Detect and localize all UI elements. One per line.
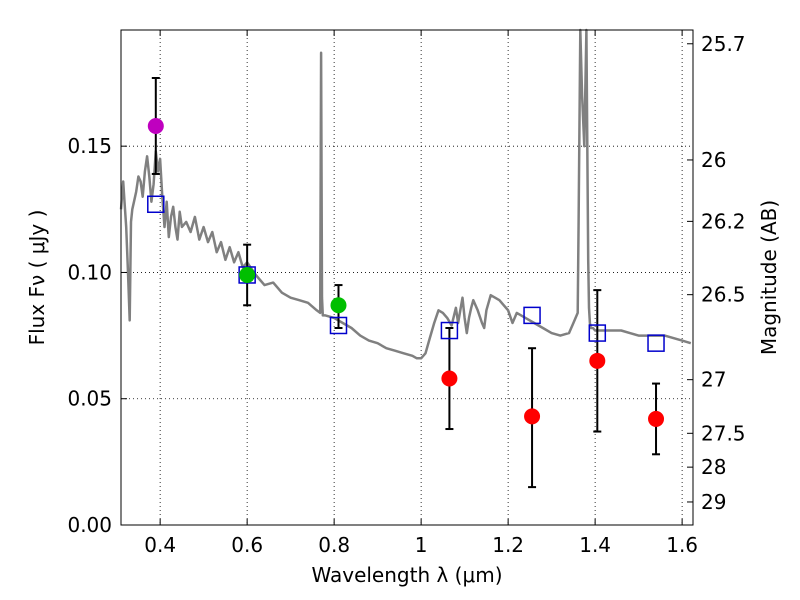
observed-photometry-point: [524, 408, 541, 425]
model-photometry-square: [588, 324, 607, 342]
mag-tick-label: 28: [701, 455, 726, 479]
x-tick-label: 1.6: [666, 533, 698, 557]
x-tick-label: 1.4: [579, 533, 611, 557]
x-axis-label: Wavelength λ (μm): [311, 563, 502, 587]
x-tick-label: 1.2: [492, 533, 524, 557]
observed-photometry-point: [589, 352, 606, 369]
x-tick-label: 0.8: [318, 533, 350, 557]
x-tick-label: 1: [415, 533, 428, 557]
series-lines: [119, 28, 692, 360]
model-photometry-square: [523, 306, 541, 325]
mag-tick-label: 26.5: [701, 283, 746, 307]
mag-tick-label: 27: [701, 368, 726, 392]
y-tick-label: 0.05: [67, 387, 112, 411]
model-sed-line: [119, 28, 692, 360]
plot-frame: [120, 29, 694, 526]
grid-lines: [121, 30, 693, 526]
data-markers: [147, 117, 665, 427]
model-photometry-square: [647, 334, 665, 352]
model-photometry-square: [147, 195, 165, 214]
x-tick-label: 0.4: [144, 533, 176, 557]
observed-photometry-point: [239, 266, 256, 283]
observed-photometry-point: [441, 370, 458, 387]
y-tick-label: 0.15: [67, 134, 112, 158]
axis-ticks: 0.4 0.6 0.8 1 1.2 1.4 1.6 0.00 0.05 0.10 0.15 25.7 2…: [67, 30, 746, 557]
mag-tick-label: 26: [701, 148, 726, 172]
y2-axis-label: Magnitude (AB): [757, 200, 781, 355]
observed-photometry-point: [648, 410, 665, 427]
x-tick-label: 0.6: [231, 533, 263, 557]
model-photometry-square: [440, 321, 459, 340]
mag-tick-label: 27.5: [701, 421, 746, 445]
observed-photometry-point: [147, 117, 164, 134]
y-tick-label: 0.00: [67, 513, 112, 537]
y-tick-label: 0.10: [67, 260, 112, 284]
observed-photometry-point: [330, 297, 347, 314]
y-axis-label: Flux Fν ( μJy ): [25, 210, 49, 346]
mag-tick-label: 29: [701, 490, 726, 514]
mag-tick-label: 26.2: [701, 209, 746, 233]
mag-tick-label: 25.7: [701, 32, 746, 56]
model-photometry-square: [329, 316, 348, 335]
